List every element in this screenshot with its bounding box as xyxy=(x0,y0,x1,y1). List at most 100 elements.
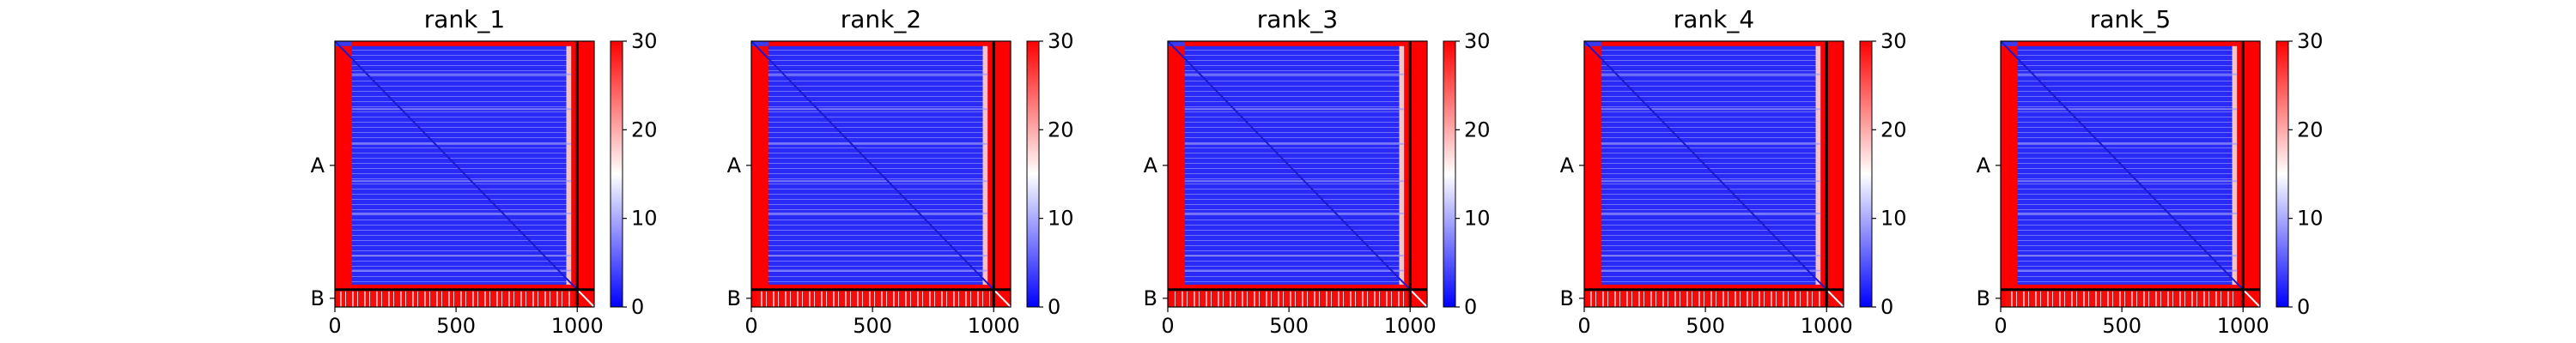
heatmap-block-ba xyxy=(1589,291,1824,307)
x-tick-label: 500 xyxy=(1686,314,1725,338)
heatmap-light-column xyxy=(2232,45,2238,285)
heatmap-light-column xyxy=(1399,45,1405,285)
axes-frame xyxy=(1583,40,1844,308)
heatmap-stripe-3 xyxy=(351,142,572,145)
heatmap-stripe-6 xyxy=(2017,255,2238,257)
x-tick-label: 0 xyxy=(1161,314,1174,338)
heatmap-stripe-7 xyxy=(1184,269,1405,272)
heatmap-stripe-1 xyxy=(1184,73,1405,75)
x-tick-label: 0 xyxy=(744,314,757,338)
colorbar-tick-label: 0 xyxy=(631,295,644,319)
heatmap-stripe-5 xyxy=(2017,212,2238,214)
heatmap-diagonal-b xyxy=(576,289,595,308)
heatmap-stripe-5 xyxy=(351,212,572,214)
heatmap-diagonal-b xyxy=(2242,289,2261,308)
x-tick-label: 0 xyxy=(1577,314,1590,338)
colorbar-tick-label: 10 xyxy=(1464,207,1491,231)
heatmap-stripe-7 xyxy=(1601,269,1821,272)
heatmap-stripe-4 xyxy=(1601,180,1821,183)
chart-title: rank_4 xyxy=(1674,5,1754,33)
heatmap-light-column xyxy=(566,45,572,285)
heatmap-stripe-3 xyxy=(768,142,988,145)
colorbar-tick-label: 0 xyxy=(2297,295,2310,319)
heatmap-block-corner xyxy=(335,41,352,46)
colorbar xyxy=(2275,40,2289,308)
heatmap-stripe-2 xyxy=(768,108,988,111)
x-tick-label: 500 xyxy=(853,314,892,338)
colorbar xyxy=(1859,40,1873,308)
heatmap-diagonal xyxy=(750,40,994,291)
colorbar-tick-label: 20 xyxy=(1880,117,1907,141)
heatmap-stripe-4 xyxy=(2017,180,2238,183)
heatmap-diagonal xyxy=(1583,40,1827,291)
heatmap-stripe-6 xyxy=(1601,255,1821,257)
x-tick-label: 1000 xyxy=(2217,314,2269,338)
heatmap-light-column xyxy=(1815,45,1821,285)
colorbar-tick-label: 30 xyxy=(1880,29,1907,53)
heatmap-stripe-2 xyxy=(1184,108,1405,111)
heatmap-stripe-6 xyxy=(351,255,572,257)
colorbar-tick-label: 10 xyxy=(1880,207,1907,231)
y-chain-label: A xyxy=(1144,153,1158,178)
heatmap-stripe-4 xyxy=(768,180,988,183)
y-chain-label: B xyxy=(1560,286,1574,310)
heatmap-stripe-6 xyxy=(768,255,988,257)
heatmap-stripe-3 xyxy=(1184,142,1405,145)
chart-title: rank_2 xyxy=(841,5,921,33)
heatmap-stripe-1 xyxy=(351,73,572,75)
heatmap-diagonal-b xyxy=(1826,289,1844,308)
x-tick-label: 500 xyxy=(1269,314,1309,338)
colorbar-tick-label: 0 xyxy=(1048,295,1060,319)
colorbar-tick-label: 0 xyxy=(1464,295,1477,319)
heatmap-stripe-7 xyxy=(768,269,988,272)
x-tick-label: 1000 xyxy=(1384,314,1437,338)
colorbar xyxy=(1443,40,1456,308)
x-tick-label: 500 xyxy=(436,314,476,338)
y-chain-label: B xyxy=(727,286,741,310)
axes-frame xyxy=(334,40,595,308)
colorbar-tick-label: 10 xyxy=(1048,207,1074,231)
heatmap-stripe-7 xyxy=(2017,269,2238,272)
colorbar xyxy=(610,40,623,308)
heatmap-block-corner xyxy=(1584,41,1601,46)
heatmap-stripe-7 xyxy=(351,269,572,272)
x-tick-label: 0 xyxy=(1994,314,2007,338)
heatmap-stripe-1 xyxy=(768,73,988,75)
y-chain-label: B xyxy=(1144,286,1157,310)
axes-frame xyxy=(2000,40,2261,308)
y-chain-label: B xyxy=(1977,286,1990,310)
colorbar-tick-label: 0 xyxy=(1880,295,1893,319)
heatmap-stripe-4 xyxy=(351,180,572,183)
heatmap-block-corner xyxy=(751,41,769,46)
y-chain-label: A xyxy=(311,153,325,178)
heatmap-diagonal-b xyxy=(993,289,1012,308)
y-chain-label: A xyxy=(1560,153,1575,178)
y-chain-label: A xyxy=(727,153,742,178)
heatmap-stripe-5 xyxy=(1184,212,1405,214)
heatmap-stripe-2 xyxy=(351,108,572,111)
colorbar-tick-label: 10 xyxy=(631,207,658,231)
colorbar-tick-label: 30 xyxy=(2297,29,2324,53)
x-tick-label: 1000 xyxy=(551,314,604,338)
heatmap-block-ba xyxy=(1172,291,1407,307)
heatmap-block-corner xyxy=(1168,41,1185,46)
heatmap-stripe-1 xyxy=(2017,73,2238,75)
heatmap-stripe-2 xyxy=(1601,108,1821,111)
colorbar xyxy=(1026,40,1040,308)
chart-title: rank_3 xyxy=(1257,5,1338,33)
heatmap-block-ba xyxy=(339,291,574,307)
colorbar-tick-label: 30 xyxy=(1464,29,1491,53)
colorbar-tick-label: 20 xyxy=(631,117,658,141)
axes-frame xyxy=(750,40,1012,308)
heatmap-block-ba xyxy=(2005,291,2240,307)
heatmap-stripe-3 xyxy=(2017,142,2238,145)
x-tick-label: 500 xyxy=(2102,314,2142,338)
heatmap-stripe-2 xyxy=(2017,108,2238,111)
heatmap-stripe-4 xyxy=(1184,180,1405,183)
